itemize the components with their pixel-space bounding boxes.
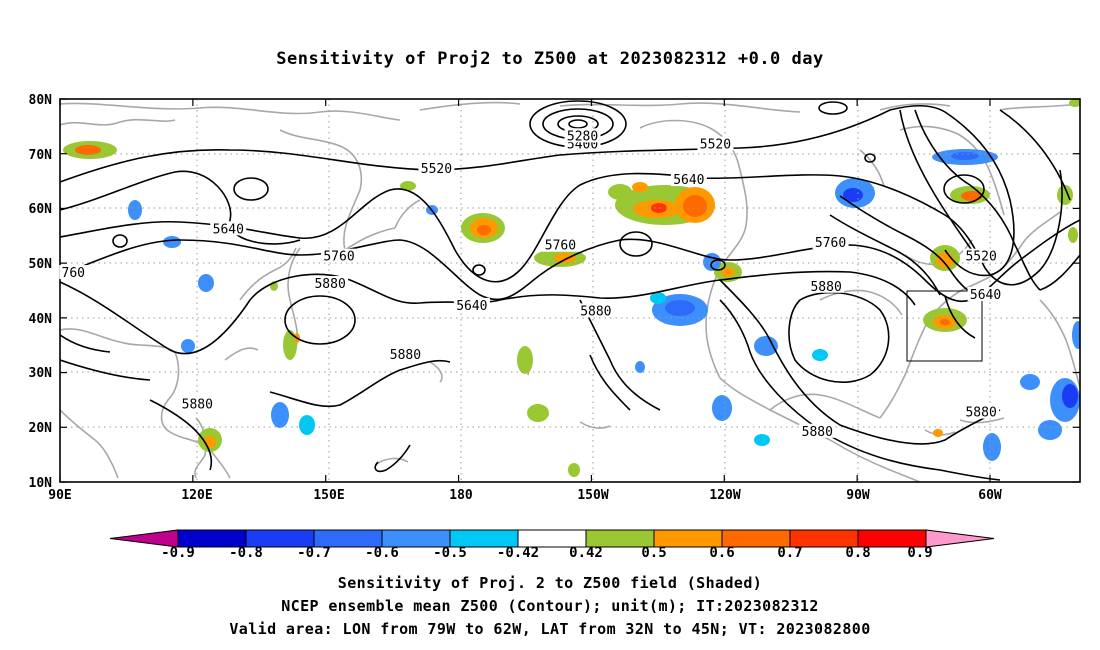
latitude-labels: 80N 70N 60N 50N 40N 30N 20N 10N	[29, 93, 53, 491]
lon-label: 120E	[181, 488, 212, 503]
contour-label-bg	[808, 278, 845, 293]
contour-label-bg	[963, 404, 1000, 419]
lat-label: 20N	[29, 421, 53, 436]
longitude-labels: 90E 120E 150E 180 150W 120W 90W 60W	[48, 488, 1002, 503]
lon-label: 120W	[709, 488, 740, 503]
contour-label-bg	[577, 303, 614, 318]
contour-label: 5760	[323, 250, 354, 265]
valid-area-box	[906, 290, 983, 362]
contour-label-bg	[812, 234, 849, 249]
coastlines	[60, 101, 1080, 482]
contour-label-bg	[210, 221, 247, 236]
contour-label: 5640	[213, 222, 244, 237]
axis-ticks	[59, 98, 1080, 483]
contour-label-bg	[670, 172, 707, 187]
plot-frame	[59, 98, 1081, 483]
lon-label: 150W	[577, 488, 608, 503]
lat-label: 40N	[29, 312, 53, 327]
contour-label: 5880	[390, 348, 421, 363]
colorbar	[109, 529, 995, 548]
contour-label: 5640	[673, 173, 704, 188]
contour-label: 5880	[965, 406, 996, 421]
lat-label: 10N	[29, 476, 53, 491]
lon-label: 150E	[313, 488, 344, 503]
colorbar-label: -0.8	[229, 545, 263, 561]
caption-contour: NCEP ensemble mean Z500 (Contour); unit(…	[281, 597, 819, 615]
contour-label: 5880	[314, 277, 345, 292]
colorbar-label: 0.7	[777, 545, 802, 561]
contour-label-bg	[799, 423, 836, 438]
lon-label: 90W	[846, 488, 870, 503]
colorbar-label: 0.42	[569, 545, 603, 561]
contour-label: 5640	[456, 299, 487, 314]
colorbar-label: -0.42	[497, 545, 539, 561]
contour-label-bg	[312, 276, 349, 291]
lon-label: 60W	[978, 488, 1002, 503]
lat-label: 60N	[29, 202, 53, 217]
lat-label: 50N	[29, 257, 53, 272]
colorbar-label: -0.5	[433, 545, 467, 561]
map-plot-area	[60, 99, 1080, 482]
contour-label: 5880	[580, 304, 611, 319]
colorbar-label: -0.6	[365, 545, 399, 561]
colorbar-label: 0.9	[907, 545, 932, 561]
contour-label: 5640	[970, 288, 1001, 303]
contour-label: 5520	[965, 250, 996, 265]
lat-label: 70N	[29, 148, 53, 163]
colorbar-label: 0.6	[709, 545, 734, 561]
contour-label: 5880	[182, 397, 213, 412]
map-title: Sensitivity of Proj2 to Z500 at 20230823…	[276, 49, 824, 69]
lon-label: 90E	[48, 488, 71, 503]
lat-label: 80N	[29, 93, 53, 108]
colorbar-upper-triangle	[925, 529, 995, 548]
contour-label: 760	[62, 266, 85, 281]
contour-label: 5760	[815, 236, 846, 251]
contour-label-bg	[564, 128, 601, 143]
caption-shading: Sensitivity of Proj. 2 to Z500 field (Sh…	[337, 574, 763, 592]
caption-valid-area: Valid area: LON from 79W to 62W, LAT fro…	[229, 620, 871, 638]
colorbar-label: -0.9	[161, 545, 195, 561]
contour-label-bg	[453, 297, 490, 312]
contour-label-bg	[387, 347, 424, 362]
contour-label-bg	[418, 161, 455, 176]
colorbar-label: -0.7	[297, 545, 331, 561]
colorbar-label: 0.8	[845, 545, 870, 561]
lon-label: 180	[449, 488, 473, 503]
contour-label-bg	[697, 136, 734, 151]
contour-label: 5880	[810, 280, 841, 295]
contour-label: 5280	[567, 129, 598, 144]
colorbar-label: 0.5	[641, 545, 666, 561]
contour-label: 5880	[802, 425, 833, 440]
contour-label-bg	[321, 248, 357, 263]
sensitivity-shading	[63, 99, 1080, 477]
contour-label: 5760	[545, 239, 576, 254]
contour-label-bg	[179, 396, 216, 411]
contour-label-bg	[59, 265, 88, 280]
contour-label-bg	[963, 248, 1000, 263]
contour-label: 5520	[421, 162, 452, 177]
lat-label: 30N	[29, 366, 53, 381]
contour-label-bg	[967, 286, 1004, 301]
contour-label-bg	[542, 237, 579, 252]
colorbar-labels: -0.9 -0.8 -0.7 -0.6 -0.5 -0.42 0.42 0.5 …	[161, 545, 933, 561]
contour-label: 5520	[700, 138, 731, 153]
